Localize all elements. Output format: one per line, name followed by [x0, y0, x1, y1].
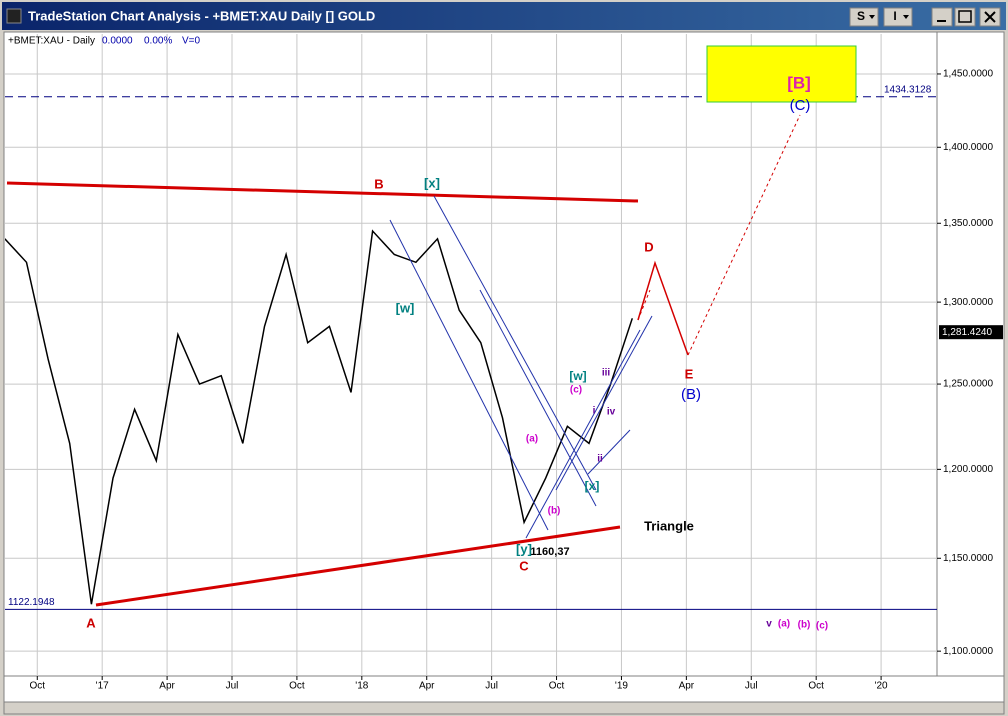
wave-label: (a) — [526, 434, 538, 445]
annotations: A B [x] [w] C [y] 1160,37 (a) (b) (c) [w… — [86, 73, 828, 631]
status-line: +BMET:XAU - Daily 0.0000 0.00% V=0 — [8, 36, 201, 47]
horizontal-line-label: 1434.3128 — [884, 84, 932, 95]
channel-line — [587, 429, 631, 475]
wave-label: (a) — [778, 619, 790, 630]
price-line — [5, 229, 634, 605]
triangle-upper-line — [6, 181, 639, 203]
wave-label: iii — [602, 368, 611, 379]
wave-label: B — [374, 176, 383, 191]
grid: 1,100.0000 1,150.0000 1,200.0000 1,250.0000… — [5, 34, 993, 692]
x-tick-label: '17 — [96, 681, 109, 692]
y-tick-label: 1,450.0000 — [943, 69, 993, 80]
wave-label: iv — [607, 407, 616, 418]
x-tick-label: Oct — [29, 681, 45, 692]
last-price-box — [939, 325, 1003, 340]
last-price-label: 1,281.4240 — [942, 327, 992, 338]
x-tick-label: Apr — [679, 681, 695, 692]
s-button[interactable] — [849, 7, 879, 27]
channel-line — [433, 195, 597, 491]
channel-line — [389, 219, 549, 531]
projection-dotted — [637, 114, 801, 356]
status-change: 0.00% — [144, 36, 172, 47]
window-title: TradeStation Chart Analysis - +BMET:XAU … — [28, 8, 375, 23]
x-tick-label: Jul — [485, 681, 498, 692]
pattern-label: Triangle — [644, 518, 694, 533]
scrollbar[interactable] — [3, 701, 1005, 715]
low-label: 1160,37 — [530, 546, 569, 558]
x-tick-label: Jul — [745, 681, 758, 692]
dropdown-arrow — [869, 15, 875, 19]
horizontal-line-label: 1122.1948 — [8, 597, 55, 608]
status-volume: V=0 — [182, 36, 201, 47]
y-tick-label: 1,250.0000 — [943, 379, 993, 390]
wave-label: i — [593, 406, 596, 417]
x-tick-label: Oct — [808, 681, 824, 692]
x-tick-label: Apr — [159, 681, 175, 692]
wave-label: [x] — [585, 479, 600, 493]
channel-line — [479, 289, 597, 507]
wave-label: [w] — [396, 300, 415, 315]
y-tick-label: 1,200.0000 — [943, 464, 993, 475]
wave-label: [y] — [516, 541, 532, 556]
wave-label: (c) — [570, 385, 582, 396]
y-tick-label: 1,400.0000 — [943, 142, 993, 153]
wave-label: D — [644, 239, 653, 254]
x-tick-label: '19 — [615, 681, 628, 692]
wave-label: [w] — [569, 369, 586, 383]
wave-label: ii — [597, 454, 603, 465]
x-tick-label: Oct — [289, 681, 305, 692]
i-button-label: I — [893, 9, 896, 23]
close-icon — [984, 11, 996, 23]
wave-label: (C) — [790, 97, 811, 114]
chart-area — [3, 31, 1005, 703]
triangle-lower-line — [95, 525, 621, 607]
app-icon — [6, 8, 22, 24]
x-tick-label: Jul — [226, 681, 239, 692]
wave-label: (b) — [548, 506, 561, 517]
wave-label: v — [766, 619, 772, 630]
toolbar: S I — [849, 7, 1001, 27]
wave-label: [B] — [787, 73, 811, 92]
x-tick-label: Oct — [549, 681, 565, 692]
plot — [5, 96, 937, 610]
minimize-button[interactable] — [931, 7, 953, 27]
i-button[interactable] — [883, 7, 913, 27]
wave-label: E — [685, 366, 694, 381]
x-tick-label: Apr — [419, 681, 435, 692]
channel-line — [525, 329, 641, 539]
dropdown-arrow — [903, 15, 909, 19]
status-symbol: +BMET:XAU - Daily — [8, 36, 95, 47]
wave-label: (c) — [816, 621, 828, 632]
wave-label: A — [86, 615, 96, 630]
y-tick-label: 1,150.0000 — [943, 553, 993, 564]
wave-label: C — [519, 558, 529, 573]
channel-line — [555, 315, 653, 491]
wave-label: [x] — [424, 175, 440, 190]
y-tick-label: 1,300.0000 — [943, 297, 993, 308]
drawings — [6, 45, 857, 607]
projection-d-e — [637, 260, 689, 356]
status-last: 0.0000 — [102, 36, 133, 47]
s-button-label: S — [857, 9, 865, 23]
x-tick-label: '20 — [875, 681, 888, 692]
title-bar — [2, 2, 1006, 30]
x-tick-label: '18 — [355, 681, 368, 692]
target-zone — [706, 45, 857, 103]
wave-label: (B) — [681, 386, 701, 403]
y-tick-label: 1,350.0000 — [943, 218, 993, 229]
wave-label: (b) — [798, 620, 811, 631]
maximize-icon — [958, 10, 972, 23]
y-tick-label: 1,100.0000 — [943, 646, 993, 657]
